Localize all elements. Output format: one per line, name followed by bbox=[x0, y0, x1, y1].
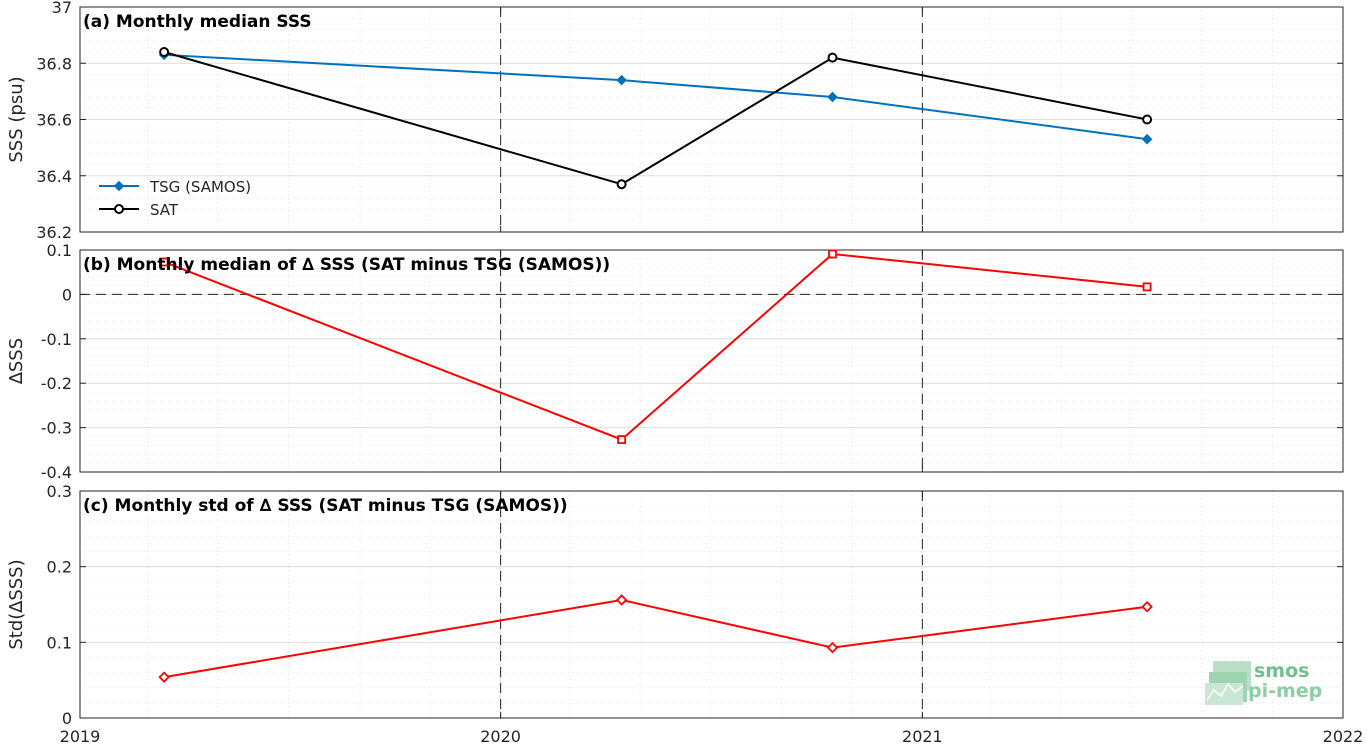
data-point bbox=[827, 52, 838, 63]
y-tick-label: 0.3 bbox=[47, 482, 72, 501]
data-point bbox=[828, 249, 837, 259]
y-tick-label: 0.1 bbox=[47, 633, 72, 652]
y-tick-label: -0.3 bbox=[41, 419, 72, 438]
logo-text-top: smos bbox=[1254, 660, 1309, 682]
x-axis: 2019 2020 2021 2022 bbox=[60, 727, 1364, 745]
panel-title: (c) Monthly std of ∆ SSS (SAT minus TSG … bbox=[83, 496, 568, 516]
legend-label: TSG (SAMOS) bbox=[149, 178, 251, 196]
y-tick-label: 37 bbox=[52, 0, 72, 17]
y-tick-label: 36.8 bbox=[36, 54, 72, 73]
y-tick-label: -0.1 bbox=[41, 330, 72, 349]
axes-box bbox=[79, 490, 1344, 719]
y-tick-label: 36.4 bbox=[36, 167, 72, 186]
data-point bbox=[158, 671, 170, 683]
y-tick-label: 36.6 bbox=[36, 111, 72, 130]
panel-c: 0 0.1 0.2 0.3 Std(∆SSS) (c) Monthly std of ∆ … bbox=[6, 482, 1344, 728]
data-point bbox=[826, 641, 839, 654]
x-tick-label: 2021 bbox=[902, 727, 943, 745]
data-point bbox=[616, 179, 627, 190]
y-axis-label: SSS (psu) bbox=[6, 76, 27, 162]
data-point bbox=[1141, 133, 1153, 145]
y-tick-label: 36.2 bbox=[36, 223, 72, 242]
data-point bbox=[159, 47, 170, 57]
panel-a: 36.2 36.4 36.6 36.8 37 SSS (psu) (a) Monthly m… bbox=[6, 0, 1344, 242]
data-point bbox=[1142, 282, 1152, 292]
logo-text-bottom: pi-mep bbox=[1248, 680, 1322, 702]
panel-title: (a) Monthly median SSS bbox=[83, 12, 312, 32]
legend-marker bbox=[113, 180, 125, 192]
series-line bbox=[163, 51, 1148, 186]
x-tick-label: 2020 bbox=[480, 727, 521, 745]
data-point bbox=[617, 435, 627, 444]
series-line bbox=[164, 53, 1148, 141]
legend: TSG (SAMOS) SAT bbox=[99, 178, 251, 219]
data-point bbox=[615, 594, 628, 606]
data-point bbox=[827, 91, 838, 103]
x-tick-label: 2022 bbox=[1323, 727, 1364, 745]
x-tick-label: 2019 bbox=[60, 727, 101, 745]
series-line bbox=[163, 252, 1148, 441]
legend-marker bbox=[114, 204, 124, 214]
panel-b: -0.4 -0.3 -0.2 -0.1 0 0.1 ∆SSS (b) Monthly medi… bbox=[6, 241, 1344, 482]
y-tick-label: 0.2 bbox=[47, 558, 72, 577]
y-tick-label: -0.2 bbox=[41, 374, 72, 393]
series-line bbox=[163, 598, 1148, 679]
y-axis-label: ∆SSS bbox=[6, 338, 27, 385]
y-tick-label: 0.1 bbox=[47, 241, 72, 260]
y-axis-label: Std(∆SSS) bbox=[6, 559, 27, 649]
y-tick-label: 0 bbox=[62, 285, 72, 304]
y-tick-label: -0.4 bbox=[41, 463, 72, 482]
data-point bbox=[1141, 600, 1153, 613]
data-point bbox=[616, 74, 627, 86]
smos-pi-mep-logo: smos pi-mep bbox=[1205, 660, 1322, 705]
data-point bbox=[159, 257, 169, 267]
axes-box bbox=[79, 249, 1344, 473]
data-point bbox=[1142, 114, 1153, 125]
logo-graphic bbox=[1205, 661, 1251, 705]
panel-title: (b) Monthly median of ∆ SSS (SAT minus T… bbox=[83, 255, 610, 275]
y-tick-label: 0 bbox=[62, 709, 72, 728]
legend-label: SAT bbox=[150, 201, 179, 219]
